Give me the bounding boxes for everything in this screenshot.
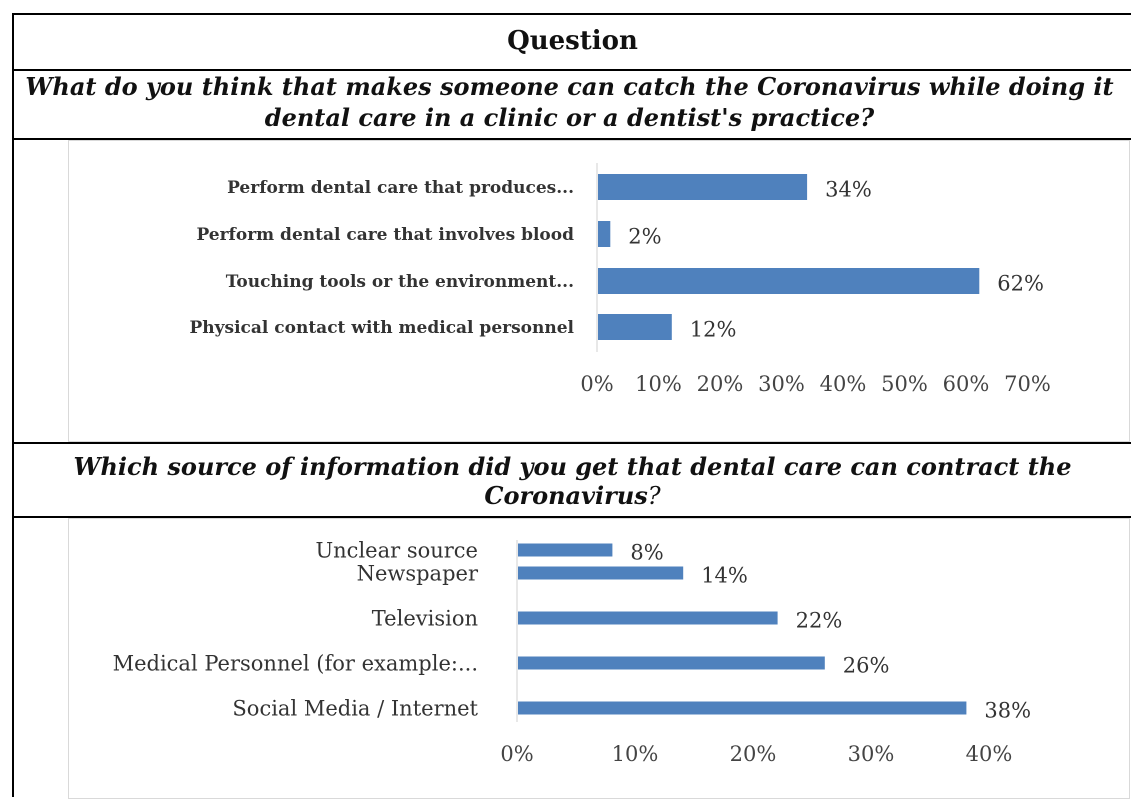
- chart-1-x-tick-label: 50%: [881, 372, 928, 396]
- chart-1-bar: [598, 174, 808, 200]
- question1-divider: [14, 138, 1131, 140]
- chart-2-bar: [518, 611, 778, 625]
- chart-2-x-tick-label: 0%: [500, 742, 533, 766]
- question-2-line-2-tail: ?: [647, 482, 661, 510]
- chart-1-data-label: 12%: [690, 317, 737, 341]
- chart-2-x-tick-label: 20%: [730, 742, 777, 766]
- chart-2-bar: [518, 566, 684, 580]
- chart-2-bar: [518, 543, 613, 557]
- chart-1-category-label: Touching tools or the environment...: [226, 272, 574, 292]
- chart-1-data-label: 34%: [825, 177, 872, 201]
- question-2-line-1: Which source of information did you get …: [73, 452, 1072, 481]
- chart-1-x-tick-label: 10%: [635, 372, 682, 396]
- chart-2-x-tick-label: 40%: [966, 742, 1013, 766]
- chart-2-x-tick-label: 30%: [848, 742, 895, 766]
- chart-2-data-label: 38%: [984, 698, 1031, 722]
- table-left-border: [12, 13, 14, 797]
- chart-1-bar: [598, 314, 672, 340]
- chart-2-x-tick-label: 10%: [612, 742, 659, 766]
- chart-1-data-label: 2%: [628, 224, 661, 248]
- chart-2-data-label: 26%: [843, 653, 890, 677]
- question-1-line-2: dental care in a clinic or a dentist's p…: [264, 103, 875, 132]
- question2-divider: [14, 516, 1131, 518]
- table-top-border: [14, 13, 1131, 15]
- chart-2-category-label: Newspaper: [357, 561, 479, 585]
- chart-2-category-label: Unclear source: [315, 538, 478, 562]
- table-header-title: Question: [507, 26, 638, 56]
- chart-2-category-label: Medical Personnel (for example:...: [113, 651, 478, 675]
- chart-1-category-label: Perform dental care that involves blood: [196, 225, 574, 245]
- question-1-line-1: What do you think that makes someone can…: [25, 72, 1114, 101]
- chart-2-data-label: 14%: [701, 563, 748, 587]
- chart1-divider: [14, 442, 1131, 444]
- chart-1-bar: [598, 268, 980, 294]
- header-divider: [14, 69, 1131, 71]
- question-2: Which source of information did you get …: [14, 450, 1131, 513]
- question-2-line-2-main: Coronavirus: [484, 481, 648, 510]
- chart-2-data-label: 8%: [630, 540, 663, 564]
- chart-1-data-label: 62%: [997, 271, 1044, 295]
- chart-2-category-label: Social Media / Internet: [232, 696, 478, 720]
- question-1: What do you think that makes someone can…: [8, 70, 1131, 135]
- chart-1-category-label: Perform dental care that produces...: [227, 178, 574, 198]
- chart-1-x-tick-label: 40%: [820, 372, 867, 396]
- chart-1-category-label: Physical contact with medical personnel: [189, 318, 574, 338]
- chart-1-x-tick-label: 30%: [758, 372, 805, 396]
- chart-2-bar: [518, 701, 967, 715]
- chart-1-x-tick-label: 70%: [1004, 372, 1051, 396]
- chart-2-category-label: Television: [372, 606, 478, 630]
- question-2-line-2: Coronavirus?: [14, 479, 1131, 513]
- chart-2-data-label: 22%: [796, 608, 843, 632]
- chart-1-x-tick-label: 60%: [943, 372, 990, 396]
- chart-1-x-tick-label: 20%: [697, 372, 744, 396]
- chart-2-bar: [518, 656, 825, 670]
- chart-1-x-tick-label: 0%: [580, 372, 613, 396]
- chart-1-bar: [598, 221, 611, 247]
